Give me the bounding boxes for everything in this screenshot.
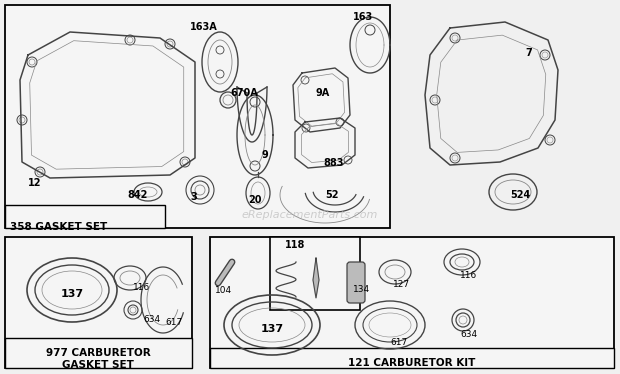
Text: 670A: 670A xyxy=(230,88,258,98)
Text: 883: 883 xyxy=(323,158,343,168)
Text: 842: 842 xyxy=(127,190,148,200)
Bar xyxy=(5,237,192,368)
Text: 116: 116 xyxy=(133,283,150,292)
Text: 524: 524 xyxy=(510,190,530,200)
Text: 163: 163 xyxy=(353,12,373,22)
Text: 358 GASKET SET: 358 GASKET SET xyxy=(10,222,107,232)
Text: 127: 127 xyxy=(393,280,410,289)
Text: 12: 12 xyxy=(28,178,42,188)
Text: 617: 617 xyxy=(165,318,182,327)
Text: 3: 3 xyxy=(190,192,197,202)
Text: 634: 634 xyxy=(143,315,160,324)
Text: 116: 116 xyxy=(460,271,477,280)
Text: 7: 7 xyxy=(525,48,532,58)
Text: 9: 9 xyxy=(262,150,268,160)
Text: 137: 137 xyxy=(60,289,84,299)
Text: 104: 104 xyxy=(215,286,232,295)
Text: 118: 118 xyxy=(285,240,306,250)
Text: eReplacementParts.com: eReplacementParts.com xyxy=(242,210,378,220)
Bar xyxy=(270,237,360,310)
Text: 977 CARBURETOR
GASKET SET: 977 CARBURETOR GASKET SET xyxy=(46,348,151,370)
Text: 137: 137 xyxy=(260,324,283,334)
Text: 20: 20 xyxy=(248,195,262,205)
Polygon shape xyxy=(313,258,319,298)
Bar xyxy=(5,5,390,228)
Bar xyxy=(5,205,165,228)
Text: 121 CARBURETOR KIT: 121 CARBURETOR KIT xyxy=(348,358,476,368)
Text: 52: 52 xyxy=(325,190,339,200)
FancyBboxPatch shape xyxy=(347,262,365,303)
Text: 617: 617 xyxy=(390,338,407,347)
Text: 9A: 9A xyxy=(315,88,329,98)
Text: 634: 634 xyxy=(460,330,477,339)
Text: 163A: 163A xyxy=(190,22,218,32)
Bar xyxy=(210,237,614,368)
Bar xyxy=(5,338,192,368)
Bar xyxy=(210,348,614,368)
Text: 134: 134 xyxy=(353,285,370,294)
